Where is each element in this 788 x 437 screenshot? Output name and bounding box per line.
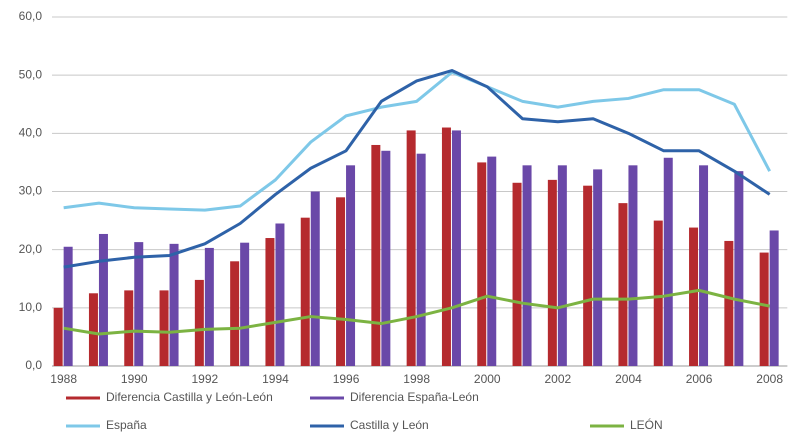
bar: [275, 223, 285, 366]
bar: [547, 179, 557, 366]
bar: [689, 227, 699, 366]
bar: [406, 130, 416, 366]
bar: [371, 144, 381, 366]
bar: [477, 162, 487, 366]
bar: [169, 243, 179, 366]
x-tick-label: 1988: [50, 372, 77, 386]
x-tick-label: 2000: [474, 372, 501, 386]
bar: [310, 191, 320, 366]
bar: [557, 165, 567, 366]
x-tick-label: 1990: [121, 372, 148, 386]
x-tick-label: 1994: [262, 372, 289, 386]
y-tick-label: 50,0: [19, 67, 43, 81]
bar: [88, 293, 98, 366]
bar: [487, 156, 497, 366]
bar: [416, 153, 426, 366]
bar: [194, 279, 204, 366]
bar: [300, 217, 310, 366]
bar: [734, 171, 744, 366]
x-tick-label: 1996: [333, 372, 360, 386]
x-tick-label: 2006: [686, 372, 713, 386]
bar: [98, 233, 108, 366]
x-tick-label: 1992: [191, 372, 218, 386]
line-series: [63, 70, 771, 212]
y-tick-label: 0,0: [25, 358, 42, 372]
line-series: [63, 288, 770, 336]
y-tick-label: 10,0: [19, 300, 43, 314]
bar: [240, 242, 250, 366]
x-tick-label: 2008: [756, 372, 783, 386]
bar: [381, 150, 391, 366]
legend-label: España: [106, 418, 147, 432]
bar: [522, 165, 532, 366]
x-tick-label: 1998: [403, 372, 430, 386]
y-tick-label: 30,0: [19, 184, 43, 198]
bar: [346, 165, 356, 366]
bar: [583, 185, 593, 366]
bar: [628, 165, 638, 366]
bar: [699, 165, 709, 366]
y-tick-label: 40,0: [19, 126, 43, 140]
bar: [63, 246, 73, 366]
bar: [124, 290, 134, 366]
legend-label: Diferencia Castilla y León-León: [106, 390, 273, 404]
bar: [204, 247, 214, 366]
bar: [663, 157, 673, 366]
line-series: [63, 69, 771, 269]
bar: [618, 203, 628, 366]
bar: [134, 242, 144, 366]
bar: [265, 238, 275, 366]
bar: [451, 130, 461, 366]
bar: [769, 230, 779, 366]
legend-label: LEÓN: [630, 417, 663, 432]
y-tick-label: 20,0: [19, 242, 43, 256]
bar: [759, 252, 769, 366]
bar: [512, 182, 522, 366]
bar: [230, 261, 240, 366]
y-tick-label: 60,0: [19, 9, 43, 23]
x-tick-label: 2002: [544, 372, 571, 386]
bar: [724, 240, 734, 366]
legend-label: Diferencia España-León: [350, 390, 479, 404]
bar: [441, 127, 451, 367]
bar: [593, 169, 603, 366]
bar: [653, 220, 663, 366]
bar: [159, 290, 169, 366]
bar: [336, 197, 346, 366]
legend-label: Castilla y León: [350, 418, 429, 432]
x-tick-label: 2004: [615, 372, 642, 386]
bar: [53, 307, 63, 366]
